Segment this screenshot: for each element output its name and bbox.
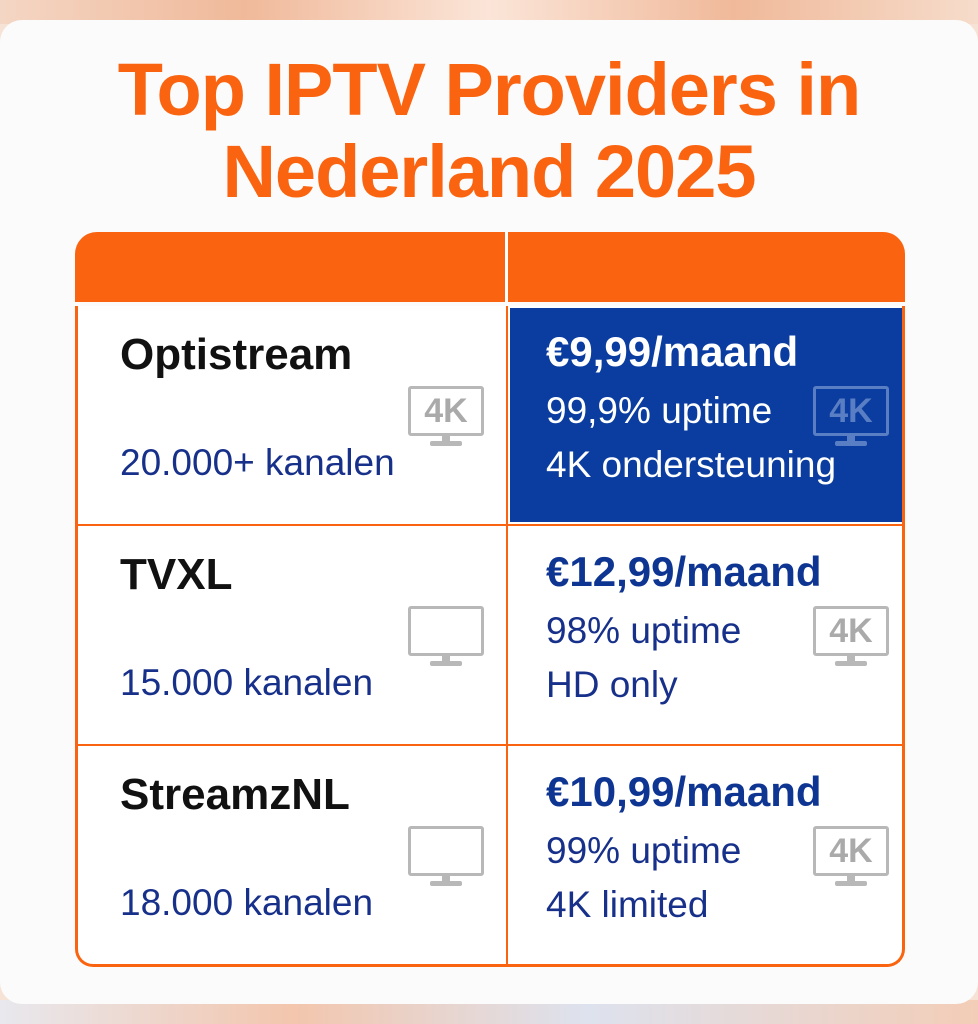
price: €12,99/maand [546,548,822,595]
column-divider [506,746,508,964]
highlight-cell [510,308,902,522]
price: €10,99/maand [546,768,822,815]
table-header [75,232,905,302]
column-divider [506,306,508,524]
channel-count: 20.000+ kanalen [120,442,395,483]
tv-4k-icon: 4K [813,826,889,888]
tv-4k-icon: 4K [813,606,889,668]
provider-name: StreamzNL [120,770,350,819]
provider-name: TVXL [120,550,233,599]
tv-icon [408,826,484,888]
quality: 4K limited [546,884,709,925]
channel-count: 18.000 kanalen [120,882,374,923]
table-row: StreamzNL 18.000 kanalen €10,99/maand 99… [78,744,902,964]
page-title-line1: Top IPTV Providers in [117,48,861,131]
table-row: Optistream 20.000+ kanalen 4K €9,99/maan… [78,306,902,524]
column-divider [506,526,508,744]
price: €9,99/maand [546,328,799,375]
tv-4k-icon: 4K [408,386,484,448]
uptime: 98% uptime [546,610,742,651]
tv-4k-icon: 4K [813,386,889,448]
channel-count: 15.000 kanalen [120,662,374,703]
providers-table: Optistream 20.000+ kanalen 4K €9,99/maan… [75,306,905,967]
quality: HD only [546,664,678,705]
provider-name: Optistream [120,330,353,379]
table-row: TVXL 15.000 kanalen €12,99/maand 98% upt… [78,524,902,744]
uptime: 99% uptime [546,830,742,871]
uptime: 99,9% uptime [546,390,773,431]
page-title-line2: Nederland 2025 [222,130,756,213]
quality: 4K ondersteuning [546,444,837,485]
tv-icon [408,606,484,668]
header-divider [505,232,508,302]
background-bottom [0,1000,978,1024]
